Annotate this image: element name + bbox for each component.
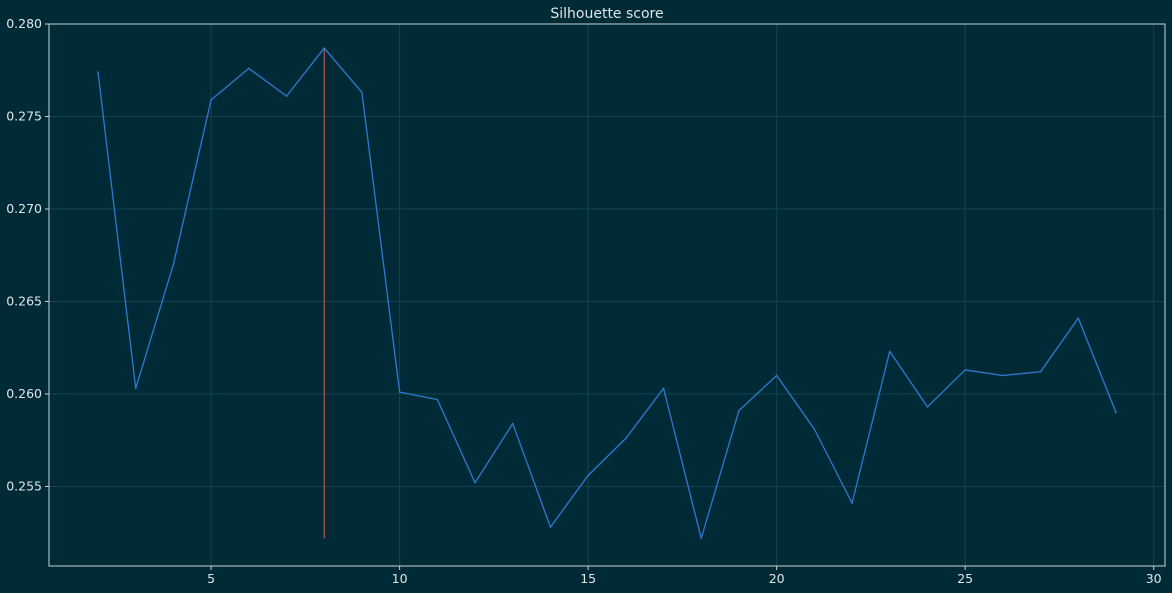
x-tick-label: 15 [580,571,596,586]
x-tick-label: 5 [207,571,215,586]
axis-ticks: 5 10 15 20 25 30 0.255 0.260 0.265 0.270 0.275 0.28… [6,16,1161,586]
silhouette-data-point [625,437,627,440]
silhouette-data-point [662,387,665,390]
silhouette-data-point [285,95,288,97]
y-tick-label: 0.280 [6,16,42,31]
silhouette-data-point [210,99,212,101]
silhouette-data-point [775,374,778,377]
x-tick-label: 10 [392,571,408,586]
chart-marks [97,47,1117,540]
silhouette-data-point [888,350,891,353]
silhouette-data-point [700,537,703,540]
silhouette-data-point [361,91,363,94]
silhouette-data-point [1077,317,1080,319]
silhouette-data-point [813,428,816,430]
y-tick-label: 0.255 [6,478,42,493]
y-tick-label: 0.270 [6,201,42,216]
silhouette-data-point [851,502,853,504]
silhouette-data-point [587,474,589,477]
x-tick-label: 25 [957,571,973,586]
y-tick-label: 0.265 [6,293,42,308]
silhouette-data-point [1039,370,1042,373]
silhouette-data-point [323,47,326,49]
silhouette-data-point [738,409,740,412]
silhouette-data-point [549,526,552,528]
silhouette-data-point [97,71,99,73]
y-tick-label: 0.260 [6,386,42,401]
silhouette-data-point [134,387,137,390]
silhouette-data-point [1002,374,1004,377]
silhouette-series-line [97,47,1117,539]
silhouette-data-point [964,369,966,371]
y-tick-label: 0.275 [6,108,42,123]
silhouette-data-point [172,263,175,266]
plot-frame [48,23,1166,567]
silhouette-data-point [248,67,250,70]
silhouette-data-point [398,391,401,393]
silhouette-data-point [1115,411,1117,414]
silhouette-data-point [926,406,929,408]
silhouette-data-point [474,481,476,484]
chart-title: Silhouette score [550,6,663,22]
silhouette-data-point [436,398,439,401]
silhouette-data-point [511,422,514,425]
x-tick-label: 30 [1146,571,1162,586]
x-tick-label: 20 [769,571,785,586]
